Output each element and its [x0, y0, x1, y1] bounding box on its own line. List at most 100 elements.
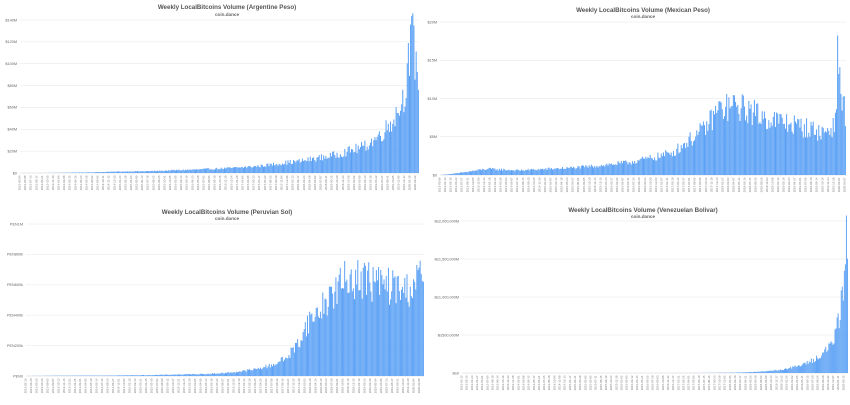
bar [180, 170, 182, 173]
x-tick-label: 2016-10-01 [226, 378, 230, 393]
bar [536, 170, 538, 175]
bar [463, 172, 465, 175]
x-tick-label: 2019-01-12 [776, 177, 780, 192]
bar [125, 375, 127, 376]
bar [196, 169, 198, 173]
bar [291, 347, 293, 376]
y-tick-label: $0 [13, 171, 17, 175]
bar [684, 142, 686, 175]
bar [765, 118, 767, 175]
bar [549, 169, 551, 175]
bar [278, 163, 280, 173]
bar [497, 170, 499, 175]
x-tick-label: 2018-06-30 [754, 375, 758, 390]
bar [840, 290, 842, 373]
bar [400, 110, 402, 173]
bar [798, 365, 800, 373]
bar [691, 145, 693, 175]
x-tick-label: 2013-05-04 [18, 175, 22, 190]
x-tick-label: 2015-06-13 [140, 175, 144, 190]
bar [278, 361, 280, 376]
x-tick-label: 2016-05-21 [640, 375, 644, 390]
bar [311, 313, 313, 376]
bar [387, 267, 389, 376]
bar [757, 103, 759, 175]
bar [238, 371, 240, 376]
bar [280, 357, 282, 376]
bar [361, 141, 363, 173]
bar [99, 172, 101, 173]
bar [396, 276, 398, 376]
bar [328, 286, 330, 376]
bar [478, 169, 480, 175]
bar [488, 167, 490, 175]
bar [155, 374, 156, 376]
bar [269, 367, 271, 376]
x-tick-label: 2019-09-21 [395, 378, 399, 393]
x-tick-label: 2015-03-14 [554, 177, 558, 192]
bar [742, 372, 744, 373]
bar [301, 340, 303, 376]
bar [615, 164, 617, 175]
chart-peruvian-sol: Weekly LocalBitcoins Volume (Peruvian So… [0, 203, 425, 405]
y-tick-label: Bs1,000,000M [435, 295, 460, 299]
bar [554, 168, 556, 175]
bar [121, 375, 123, 376]
x-tick-label: 2014-02-01 [516, 375, 520, 390]
x-tick-label: 2015-07-04 [155, 378, 159, 393]
bar [382, 140, 384, 173]
x-tick-label: 2015-08-01 [576, 177, 580, 192]
bar [372, 146, 374, 173]
bar [838, 328, 840, 373]
x-tick-label: 2015-07-18 [146, 175, 150, 190]
x-tick-label: 2013-05-25 [34, 378, 38, 393]
y-tick-label: $40M [8, 128, 18, 132]
bar [229, 167, 231, 173]
x-tick-label: 2019-03-30 [368, 378, 372, 393]
bar [824, 131, 826, 175]
bar [212, 169, 214, 173]
bar [769, 127, 771, 175]
bar [789, 367, 791, 373]
x-tick-label: 2014-06-28 [84, 175, 88, 190]
bar [595, 167, 597, 175]
bar [102, 171, 104, 173]
bar [737, 104, 739, 175]
bar [356, 284, 358, 376]
bar [418, 267, 420, 376]
x-tick-label: 2017-04-22 [676, 177, 680, 192]
bar [244, 166, 246, 173]
bar [336, 303, 338, 376]
y-tick-label: $60M [8, 106, 18, 110]
bar [247, 166, 249, 173]
bar [831, 137, 833, 175]
bar [258, 369, 260, 376]
bar [539, 168, 541, 175]
bar [262, 166, 264, 173]
bar [790, 366, 792, 373]
bar [453, 173, 455, 175]
bar [186, 170, 188, 173]
x-tick-label: 2014-05-10 [89, 378, 93, 393]
x-tick-label: 2014-03-15 [68, 175, 72, 190]
x-tick-label: 2018-01-06 [728, 375, 732, 390]
bar [750, 104, 752, 175]
bar [810, 358, 812, 373]
bar [268, 363, 270, 376]
bar [261, 165, 263, 173]
bar [279, 361, 281, 376]
bar [273, 363, 275, 376]
bar [358, 149, 360, 173]
bar [540, 169, 542, 175]
bar [843, 96, 845, 175]
y-tick-label: $15M [428, 59, 438, 63]
bar [267, 366, 269, 376]
bar [177, 374, 179, 376]
bar [455, 173, 457, 175]
bar [513, 170, 515, 175]
bar [658, 157, 660, 175]
x-tick-label: 2018-08-25 [754, 177, 758, 192]
bar [116, 375, 118, 376]
x-tick-label: 2013-12-14 [482, 177, 486, 192]
bar [256, 368, 258, 376]
